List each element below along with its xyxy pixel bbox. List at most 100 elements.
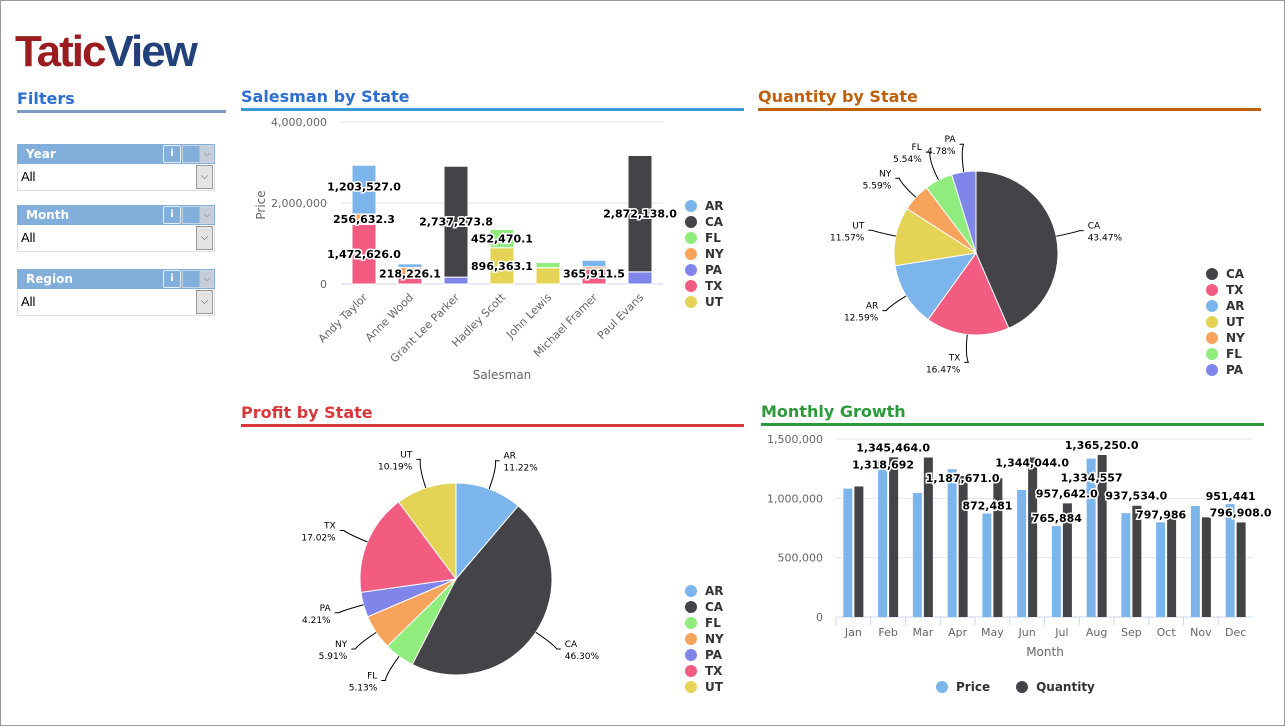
bar-tx	[351, 223, 377, 285]
bar-fl	[489, 228, 515, 249]
x-tick-label: John Lewis	[503, 291, 554, 342]
data-label-group: 1,345,464.0	[855, 440, 932, 456]
monthly-legend: Price Quantity	[936, 679, 1095, 695]
pie-slice-ut	[397, 482, 457, 581]
legend-marker-icon	[936, 681, 948, 693]
bar-quantity	[889, 457, 899, 617]
data-label: 1,203,527.0	[327, 181, 401, 194]
legend-item-quantity[interactable]: Quantity	[1016, 679, 1095, 695]
pie-label-value: 43.47%	[1088, 234, 1123, 244]
pie-slice-pa	[360, 578, 457, 618]
legend-item-tx[interactable]: TX	[685, 663, 724, 679]
chevron-down-icon[interactable]: ⌵	[196, 290, 213, 314]
legend-item-ca[interactable]: CA	[685, 214, 724, 230]
data-label-group: 1,472,626.0	[326, 247, 403, 263]
legend-item-ar[interactable]: AR	[685, 198, 724, 214]
info-icon[interactable]: i	[163, 270, 181, 288]
data-label: 765,884	[1032, 512, 1082, 525]
legend-item-ca[interactable]: CA	[1206, 266, 1245, 282]
legend-item-pa[interactable]: PA	[1206, 362, 1245, 378]
pie-label-value: 5.59%	[863, 181, 892, 191]
bar-quantity	[923, 457, 933, 617]
collapse-icon[interactable]: ⌵	[182, 270, 214, 288]
chevron-down-icon[interactable]: ⌵	[196, 226, 213, 250]
pie-label-group: UT 10.19%	[378, 450, 413, 472]
bar-ny	[351, 213, 377, 225]
pie-connector	[1056, 230, 1084, 237]
month-select[interactable]: All ⌵	[17, 225, 215, 252]
legend-item-ny[interactable]: NY	[685, 246, 724, 262]
pie-label-group: PA 4.78%	[927, 135, 956, 157]
logo-part1: Tatic	[15, 27, 106, 76]
legend-item-ca[interactable]: CA	[685, 599, 724, 615]
legend-item-fl[interactable]: FL	[685, 230, 724, 246]
data-label: 1,318,692	[852, 459, 914, 472]
select-value: All	[21, 169, 36, 184]
info-icon[interactable]: i	[163, 206, 181, 224]
legend-label: AR	[1226, 299, 1245, 313]
data-label-group: 872,481	[961, 498, 1014, 514]
bar-price	[843, 488, 853, 617]
x-tick-label: Oct	[1157, 626, 1177, 639]
chevron-down-icon[interactable]: ⌵	[196, 165, 213, 189]
pie-label-name: AR	[504, 452, 516, 462]
bar-price	[1190, 506, 1200, 617]
bar-tx	[581, 268, 607, 285]
bar-ar	[351, 164, 377, 215]
year-select[interactable]: All ⌵	[17, 164, 215, 191]
pie-slice-pa	[951, 170, 977, 254]
region-filter: Region i ⌵ All ⌵	[17, 269, 215, 316]
collapse-icon[interactable]: ⌵	[182, 206, 214, 224]
collapse-icon[interactable]: ⌵	[182, 145, 214, 163]
legend-item-ar[interactable]: AR	[1206, 298, 1245, 314]
bar-price	[982, 513, 992, 617]
x-tick-label: Jul	[1054, 626, 1068, 639]
data-label: 951,441	[1206, 490, 1256, 503]
bar-ut	[535, 267, 561, 285]
pie-slice-ar	[894, 252, 978, 321]
data-label-group: 2,872,138.0	[602, 206, 679, 222]
legend-item-fl[interactable]: FL	[1206, 346, 1245, 362]
legend-item-ar[interactable]: AR	[685, 583, 724, 599]
data-label: 2,872,138.0	[603, 208, 677, 221]
legend-marker-icon	[685, 216, 697, 228]
pie-label-name: CA	[1088, 222, 1101, 232]
x-tick-label: Jan	[844, 626, 862, 639]
bar-price	[947, 469, 957, 617]
pie-label-value: 16.47%	[926, 365, 961, 375]
data-label-group: 896,363.1	[470, 258, 535, 274]
pie-connector	[381, 656, 400, 681]
pie-label-group: AR 11.22%	[504, 452, 539, 474]
legend-item-ny[interactable]: NY	[685, 631, 724, 647]
data-label: 937,534.0	[1105, 490, 1167, 503]
info-icon[interactable]: i	[163, 145, 181, 163]
y-tick-label: 0	[320, 278, 327, 291]
legend-item-tx[interactable]: TX	[1206, 282, 1245, 298]
legend-label: UT	[1226, 315, 1244, 329]
pie-label-name: FL	[912, 143, 922, 153]
pie-label-value: 5.54%	[893, 155, 922, 165]
legend-item-ut[interactable]: UT	[685, 294, 724, 310]
legend-item-pa[interactable]: PA	[685, 262, 724, 278]
legend-marker-icon	[685, 232, 697, 244]
legend-item-price[interactable]: Price	[936, 679, 990, 695]
y-tick-label: 1,000,000	[767, 492, 823, 505]
legend-item-fl[interactable]: FL	[685, 615, 724, 631]
bar-ar	[581, 259, 607, 268]
legend-item-ut[interactable]: UT	[1206, 314, 1245, 330]
bar-quantity	[958, 476, 968, 617]
pie-label-group: UT 11.57%	[830, 221, 865, 243]
legend-item-pa[interactable]: PA	[685, 647, 724, 663]
pie-label-group: CA 43.47%	[1088, 222, 1123, 244]
legend-item-ny[interactable]: NY	[1206, 330, 1245, 346]
year-filter: Year i ⌵ All ⌵	[17, 144, 215, 191]
region-select[interactable]: All ⌵	[17, 289, 215, 316]
bar-pa	[627, 271, 653, 285]
data-label-group: 765,884	[1030, 511, 1083, 527]
data-label: 1,187,671.0	[926, 472, 1000, 485]
legend-item-ut[interactable]: UT	[685, 679, 724, 695]
legend-item-tx[interactable]: TX	[685, 278, 724, 294]
legend-label: Quantity	[1036, 680, 1095, 694]
profit-title: Profit by State	[241, 403, 744, 427]
x-tick-label: Anne Wood	[363, 291, 416, 344]
